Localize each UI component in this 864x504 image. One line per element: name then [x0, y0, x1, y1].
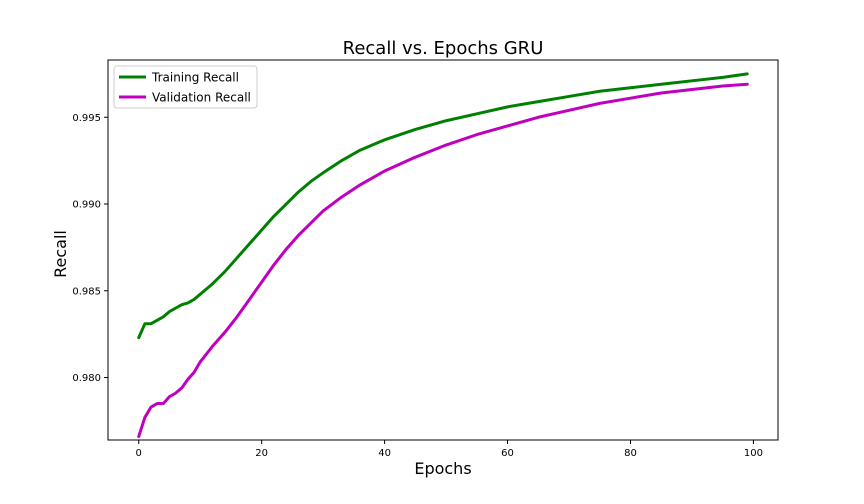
- legend-box: [113, 65, 258, 109]
- x-tick-label: 0: [136, 448, 142, 459]
- series-line-training-recall: [137, 72, 749, 340]
- x-tick-label: 100: [744, 448, 763, 459]
- x-tick-label: 40: [378, 448, 391, 459]
- series-lines: [137, 72, 749, 439]
- legend: Training Recall Validation Recall: [113, 65, 258, 109]
- y-tick-label: 0.985: [72, 286, 101, 297]
- chart-title: Recall vs. Epochs GRU: [343, 38, 544, 59]
- x-axis: 0 20 40 60 80 100: [136, 440, 763, 459]
- y-tick-label: 0.990: [72, 200, 101, 211]
- y-tick-label: 0.980: [72, 373, 101, 384]
- y-axis-label: Recall: [51, 230, 70, 278]
- x-tick-label: 20: [255, 448, 268, 459]
- x-axis-label: Epochs: [414, 459, 471, 478]
- legend-label: Validation Recall: [152, 91, 251, 105]
- plot-area: [107, 59, 779, 441]
- y-axis: 0.980 0.985 0.990 0.995: [72, 113, 108, 384]
- x-tick-label: 80: [624, 448, 637, 459]
- y-tick-label: 0.995: [72, 113, 101, 124]
- legend-label: Training Recall: [151, 71, 239, 85]
- series-line-validation-recall: [137, 82, 749, 439]
- x-tick-label: 60: [501, 448, 514, 459]
